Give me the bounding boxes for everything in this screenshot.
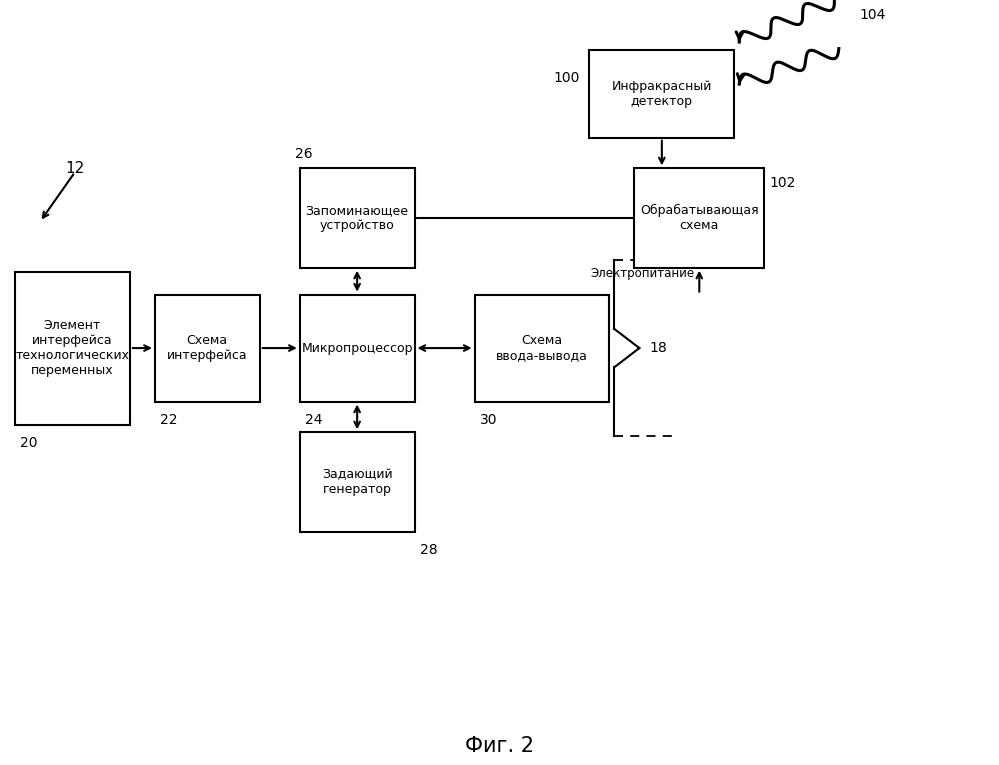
Text: 18: 18 [649, 341, 667, 355]
FancyBboxPatch shape [475, 295, 609, 402]
FancyBboxPatch shape [300, 432, 415, 532]
Text: Запоминающее
устройство: Запоминающее устройство [306, 204, 409, 232]
Text: 24: 24 [305, 413, 323, 427]
FancyBboxPatch shape [300, 295, 415, 402]
Text: Элемент
интерфейса
технологических
переменных: Элемент интерфейса технологических перем… [15, 319, 130, 377]
Text: 12: 12 [65, 161, 85, 176]
FancyBboxPatch shape [634, 168, 764, 268]
FancyBboxPatch shape [589, 50, 734, 138]
Text: Инфракрасный
детектор: Инфракрасный детектор [611, 80, 712, 108]
Text: Задающий
генератор: Задающий генератор [322, 468, 393, 496]
Text: 22: 22 [160, 413, 178, 427]
Text: Электропитание: Электропитание [590, 267, 694, 280]
FancyBboxPatch shape [155, 295, 260, 402]
FancyBboxPatch shape [15, 272, 130, 425]
Text: 104: 104 [859, 8, 885, 22]
Text: 20: 20 [20, 436, 38, 450]
Text: 26: 26 [295, 147, 313, 161]
Text: 100: 100 [553, 71, 579, 86]
Text: 102: 102 [769, 176, 795, 190]
FancyBboxPatch shape [300, 168, 415, 268]
Text: Схема
интерфейса: Схема интерфейса [167, 334, 248, 362]
Text: Микропроцессор: Микропроцессор [302, 342, 413, 354]
Text: 28: 28 [420, 543, 438, 557]
Text: Схема
ввода-вывода: Схема ввода-вывода [497, 334, 587, 362]
Text: 30: 30 [480, 413, 498, 427]
Text: Фиг. 2: Фиг. 2 [465, 736, 534, 756]
Text: Обрабатывающая
схема: Обрабатывающая схема [640, 204, 758, 232]
